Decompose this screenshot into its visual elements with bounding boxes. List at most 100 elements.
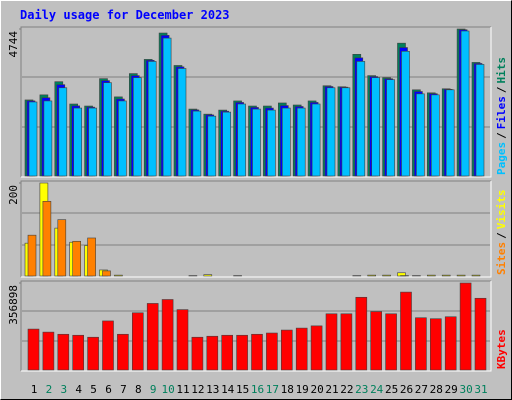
bar <box>72 240 81 277</box>
legend: KBytes <box>495 329 508 369</box>
x-tick-label: 27 <box>415 383 428 396</box>
x-tick-label: 8 <box>135 383 142 396</box>
bar <box>147 61 157 177</box>
bar <box>191 336 204 371</box>
bar <box>371 77 381 177</box>
bar <box>296 107 306 177</box>
bar <box>161 299 174 371</box>
x-tick-label: 7 <box>120 383 127 396</box>
plot-bevel <box>21 27 492 178</box>
bar <box>42 201 52 277</box>
bar <box>237 103 246 177</box>
plot-bevel <box>21 281 492 372</box>
bar <box>102 320 114 371</box>
bar <box>460 30 470 177</box>
bar <box>221 334 233 371</box>
x-tick-label: 25 <box>385 383 398 396</box>
bar <box>311 103 321 177</box>
bar <box>325 313 338 371</box>
bar <box>444 316 457 371</box>
bar <box>118 100 127 177</box>
bar <box>176 309 189 371</box>
bar <box>133 77 142 177</box>
bar <box>326 87 336 177</box>
bar <box>102 270 111 277</box>
bar <box>222 111 231 177</box>
bar <box>356 61 366 177</box>
chart-title: Daily usage for December 2023 <box>20 8 230 22</box>
x-tick-label: 23 <box>355 383 368 396</box>
bar <box>146 303 159 371</box>
bar <box>162 37 172 177</box>
y-tick-label: 356898 <box>7 285 20 325</box>
x-tick-label: 9 <box>150 383 157 396</box>
x-tick-label: 24 <box>370 383 384 396</box>
legend-entry: Files <box>495 96 508 129</box>
y-tick-label: 4744 <box>7 31 20 58</box>
bar <box>73 107 82 177</box>
bar <box>310 325 323 371</box>
x-tick-label: 18 <box>281 383 294 396</box>
bar <box>340 313 353 371</box>
bar <box>87 336 99 371</box>
x-tick-label: 10 <box>161 383 174 396</box>
bar <box>42 331 55 371</box>
bar <box>341 87 351 177</box>
x-tick-label: 22 <box>340 383 353 396</box>
x-tick-label: 4 <box>75 383 82 396</box>
legend-entry: KBytes <box>495 329 508 369</box>
bar <box>281 107 291 177</box>
plot-area <box>21 181 491 277</box>
bar <box>114 274 123 277</box>
bar <box>385 313 397 371</box>
x-tick-label: 16 <box>251 383 264 396</box>
bar <box>429 318 442 371</box>
bar <box>475 64 485 177</box>
legend-entry: Visits <box>495 190 508 230</box>
bar <box>471 274 481 277</box>
bar <box>206 335 219 371</box>
bar <box>57 219 67 277</box>
bar <box>370 311 383 371</box>
legend: Pages / Files / Hits <box>495 57 508 175</box>
legend-separator: / <box>495 132 508 139</box>
x-tick-label: 31 <box>474 383 487 396</box>
bar <box>382 274 391 277</box>
bar <box>203 274 213 277</box>
bar <box>28 101 38 177</box>
legend: Sites / Visits <box>495 190 508 276</box>
bar <box>72 334 84 371</box>
bar <box>251 333 263 371</box>
x-tick-label: 28 <box>430 383 443 396</box>
bar <box>367 274 377 277</box>
x-tick-label: 15 <box>236 383 249 396</box>
bar <box>355 296 368 371</box>
x-tick-label: 6 <box>105 383 112 396</box>
bar <box>27 234 37 277</box>
bar <box>401 50 410 177</box>
x-tick-label: 5 <box>90 383 97 396</box>
bar <box>267 109 276 177</box>
x-tick-label: 11 <box>176 383 189 396</box>
legend-entry: Pages <box>495 142 508 175</box>
legend-separator: / <box>495 86 508 93</box>
x-tick-label: 19 <box>296 383 309 396</box>
legend-separator: / <box>495 232 508 239</box>
bar <box>117 333 129 371</box>
x-tick-label: 20 <box>310 383 323 396</box>
bar <box>177 68 187 177</box>
bar <box>27 328 40 371</box>
bar <box>252 108 261 177</box>
bar <box>456 274 466 277</box>
x-tick-label: 1 <box>31 383 38 396</box>
y-tick-label: 200 <box>7 185 20 205</box>
legend-entry: Sites <box>495 242 508 275</box>
x-tick-label: 17 <box>266 383 279 396</box>
bar <box>400 291 412 371</box>
bar <box>88 107 97 177</box>
bar <box>295 327 308 371</box>
bar <box>43 100 53 177</box>
legend-entry: Hits <box>495 57 508 84</box>
